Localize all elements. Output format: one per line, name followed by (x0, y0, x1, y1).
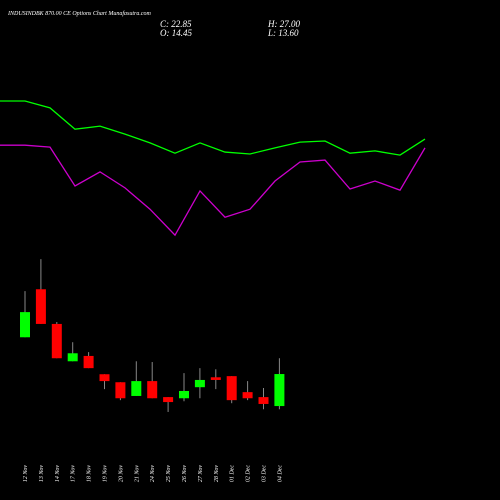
x-tick-label: 04 Dec (276, 465, 283, 482)
x-tick-label: 28 Nov (214, 465, 220, 483)
x-tick-label: 25 Nov (166, 465, 172, 483)
x-tick-label: 21 Nov (134, 465, 140, 483)
x-tick-label: 18 Nov (87, 465, 93, 483)
candle-body (51, 323, 62, 359)
candle-body (115, 382, 126, 399)
candle-body (20, 312, 30, 338)
high-label: H: 27.00 (267, 19, 300, 29)
low-label: L: 13.60 (267, 28, 299, 38)
x-tick-label: 19 Nov (103, 465, 109, 483)
candle-body (83, 355, 94, 369)
chart-title: INDUSINDBK 870.00 CE Options Chart Munaf… (7, 10, 152, 17)
candle-body (258, 397, 269, 404)
candle-body (179, 391, 189, 399)
candle-body (226, 376, 237, 401)
indicator-line (0, 100, 426, 156)
candle-body (194, 379, 205, 388)
x-tick-label: 12 Nov (23, 465, 29, 483)
x-tick-label: 26 Nov (182, 465, 188, 483)
x-tick-label: 20 Nov (118, 465, 124, 483)
candle-body (163, 397, 174, 403)
candle-body (242, 392, 253, 399)
x-tick-label: 17 Nov (71, 465, 77, 483)
candle-body (35, 289, 46, 324)
candle-body (131, 381, 142, 396)
x-tick-label: 02 Dec (246, 465, 252, 482)
close-label: C: 22.85 (160, 19, 192, 29)
x-tick-label: 24 Nov (149, 465, 156, 483)
x-tick-label: 27 Nov (198, 465, 204, 483)
candle-body (99, 374, 110, 382)
x-tick-label: 03 Dec (262, 465, 268, 482)
candle-body (147, 381, 158, 399)
x-tick-label: 13 Nov (39, 465, 45, 483)
indicator-line (0, 144, 426, 237)
x-tick-label: 01 Dec (230, 465, 236, 482)
candle-body (210, 377, 221, 380)
candle-body (274, 374, 285, 407)
open-label: O: 14.45 (160, 28, 192, 38)
candle-body (67, 353, 78, 362)
x-tick-label: 14 Nov (54, 465, 61, 483)
